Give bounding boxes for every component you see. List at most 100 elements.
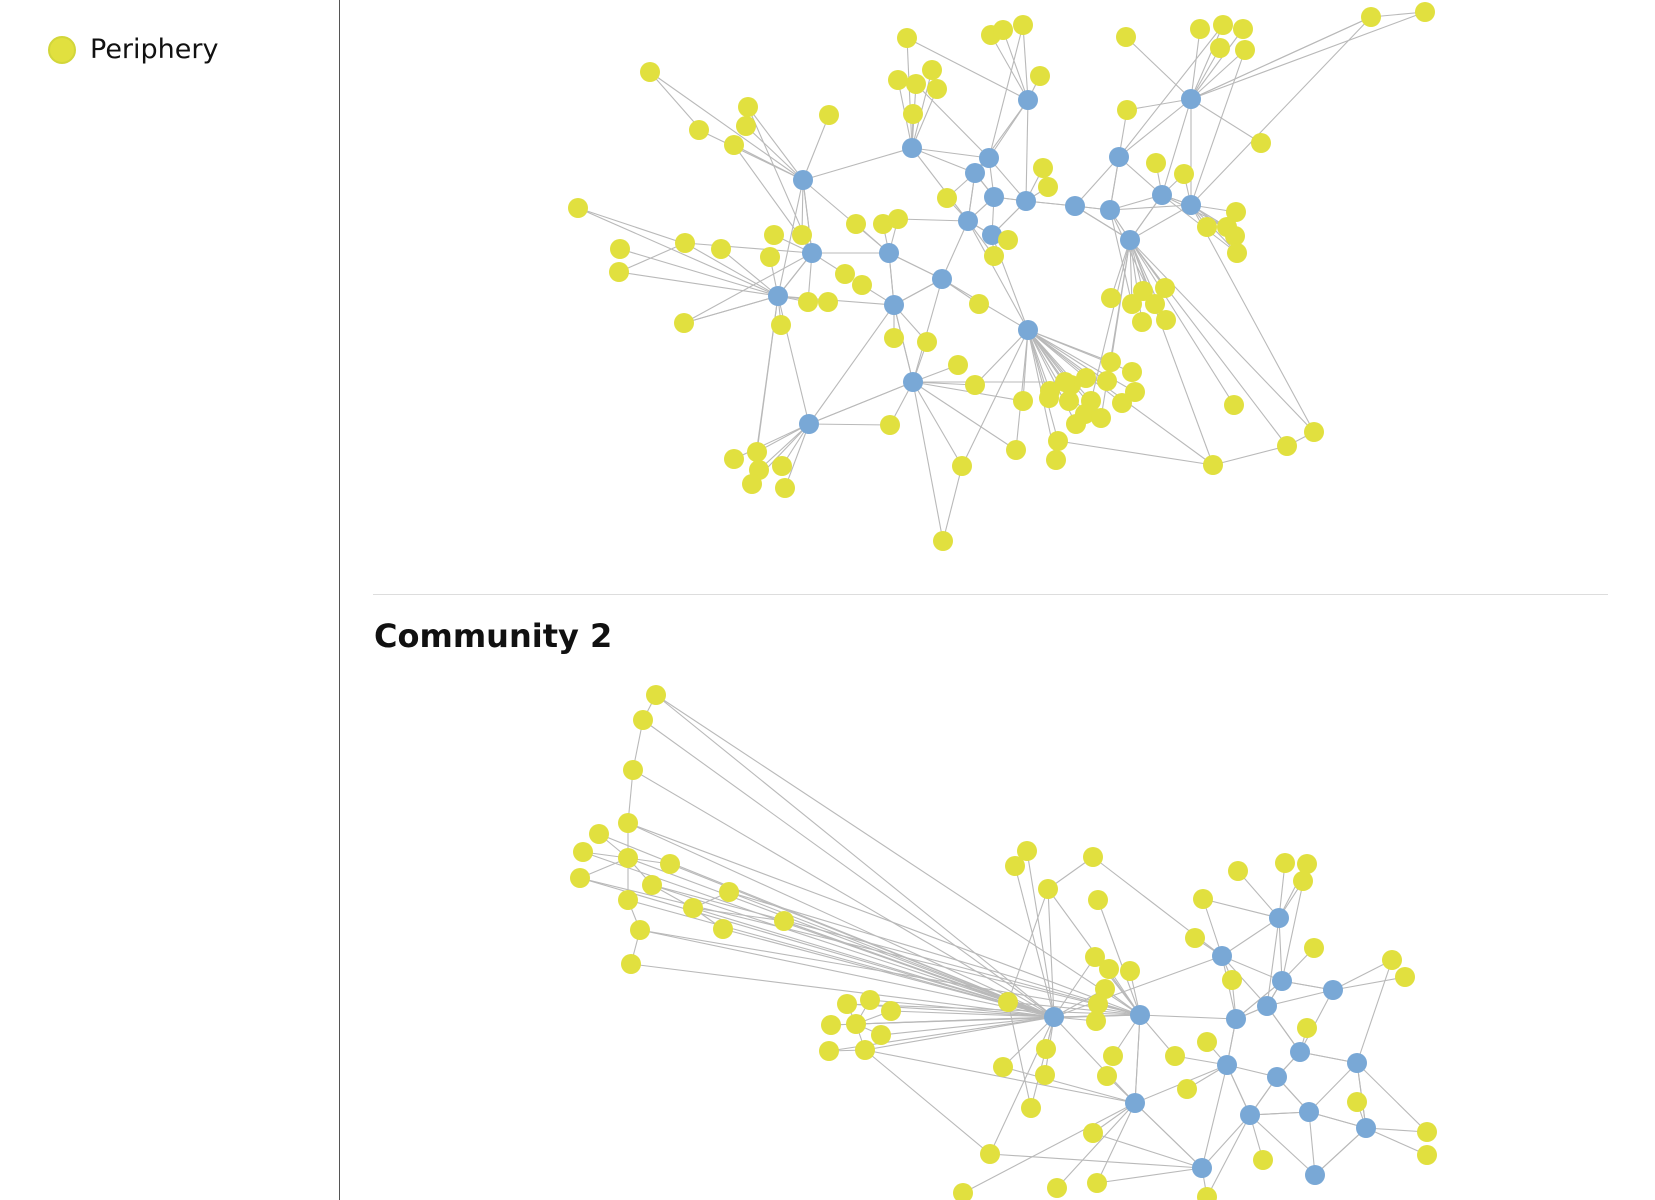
periphery-node[interactable]	[1083, 1123, 1103, 1143]
periphery-node[interactable]	[888, 70, 908, 90]
periphery-node[interactable]	[1382, 950, 1402, 970]
periphery-node[interactable]	[1197, 1187, 1217, 1200]
periphery-node[interactable]	[1133, 281, 1153, 301]
periphery-node[interactable]	[1275, 853, 1295, 873]
periphery-node[interactable]	[760, 247, 780, 267]
periphery-node[interactable]	[917, 332, 937, 352]
periphery-node[interactable]	[1293, 871, 1313, 891]
periphery-node[interactable]	[818, 292, 838, 312]
periphery-node[interactable]	[948, 355, 968, 375]
periphery-node[interactable]	[1038, 879, 1058, 899]
periphery-node[interactable]	[993, 1057, 1013, 1077]
periphery-node[interactable]	[1066, 414, 1086, 434]
periphery-node[interactable]	[980, 1144, 1000, 1164]
periphery-node[interactable]	[1304, 938, 1324, 958]
periphery-node[interactable]	[1224, 395, 1244, 415]
periphery-node[interactable]	[871, 1025, 891, 1045]
periphery-node[interactable]	[1036, 1039, 1056, 1059]
periphery-node[interactable]	[1132, 312, 1152, 332]
periphery-node[interactable]	[1197, 217, 1217, 237]
periphery-node[interactable]	[846, 1014, 866, 1034]
periphery-node[interactable]	[884, 328, 904, 348]
periphery-node[interactable]	[1021, 1098, 1041, 1118]
periphery-node[interactable]	[1095, 979, 1115, 999]
periphery-node[interactable]	[711, 239, 731, 259]
periphery-node[interactable]	[1055, 372, 1075, 392]
periphery-node[interactable]	[1156, 310, 1176, 330]
periphery-node[interactable]	[1088, 994, 1108, 1014]
periphery-node[interactable]	[1087, 1173, 1107, 1193]
periphery-node[interactable]	[633, 710, 653, 730]
periphery-node[interactable]	[855, 1040, 875, 1060]
periphery-node[interactable]	[1197, 1032, 1217, 1052]
periphery-node[interactable]	[747, 442, 767, 462]
periphery-node[interactable]	[1213, 15, 1233, 35]
core-node[interactable]	[1257, 996, 1277, 1016]
core-node[interactable]	[1109, 147, 1129, 167]
periphery-node[interactable]	[683, 898, 703, 918]
periphery-node[interactable]	[1076, 368, 1096, 388]
periphery-node[interactable]	[621, 954, 641, 974]
periphery-node[interactable]	[798, 292, 818, 312]
periphery-node[interactable]	[618, 813, 638, 833]
core-node[interactable]	[1356, 1118, 1376, 1138]
periphery-node[interactable]	[998, 230, 1018, 250]
core-node[interactable]	[1152, 185, 1172, 205]
periphery-node[interactable]	[1235, 40, 1255, 60]
periphery-node[interactable]	[1253, 1150, 1273, 1170]
periphery-node[interactable]	[570, 868, 590, 888]
periphery-node[interactable]	[1146, 153, 1166, 173]
periphery-node[interactable]	[852, 275, 872, 295]
periphery-node[interactable]	[1145, 294, 1165, 314]
periphery-node[interactable]	[1048, 431, 1068, 451]
periphery-node[interactable]	[1120, 961, 1140, 981]
periphery-node[interactable]	[1251, 133, 1271, 153]
periphery-node[interactable]	[642, 875, 662, 895]
periphery-node[interactable]	[1297, 1018, 1317, 1038]
periphery-node[interactable]	[623, 760, 643, 780]
periphery-node[interactable]	[1190, 19, 1210, 39]
core-node[interactable]	[1016, 191, 1036, 211]
periphery-node[interactable]	[1415, 2, 1435, 22]
periphery-node[interactable]	[1177, 1079, 1197, 1099]
periphery-node[interactable]	[1347, 1092, 1367, 1112]
periphery-node[interactable]	[1112, 393, 1132, 413]
periphery-node[interactable]	[933, 531, 953, 551]
periphery-node[interactable]	[819, 1041, 839, 1061]
periphery-node[interactable]	[1228, 861, 1248, 881]
periphery-node[interactable]	[1165, 1046, 1185, 1066]
periphery-node[interactable]	[1101, 288, 1121, 308]
periphery-node[interactable]	[1099, 959, 1119, 979]
periphery-node[interactable]	[1006, 440, 1026, 460]
core-node[interactable]	[903, 372, 923, 392]
periphery-node[interactable]	[774, 911, 794, 931]
periphery-node[interactable]	[1086, 1011, 1106, 1031]
periphery-node[interactable]	[1033, 158, 1053, 178]
periphery-node[interactable]	[1097, 371, 1117, 391]
periphery-node[interactable]	[1222, 970, 1242, 990]
periphery-node[interactable]	[969, 294, 989, 314]
periphery-node[interactable]	[922, 60, 942, 80]
periphery-node[interactable]	[640, 62, 660, 82]
periphery-node[interactable]	[618, 890, 638, 910]
periphery-node[interactable]	[1203, 455, 1223, 475]
periphery-node[interactable]	[927, 79, 947, 99]
core-node[interactable]	[884, 295, 904, 315]
periphery-node[interactable]	[965, 375, 985, 395]
periphery-node[interactable]	[881, 1001, 901, 1021]
core-node[interactable]	[1240, 1105, 1260, 1125]
periphery-node[interactable]	[1046, 450, 1066, 470]
periphery-node[interactable]	[660, 854, 680, 874]
periphery-node[interactable]	[689, 120, 709, 140]
core-node[interactable]	[984, 187, 1004, 207]
periphery-node[interactable]	[846, 214, 866, 234]
core-node[interactable]	[1323, 980, 1343, 1000]
periphery-node[interactable]	[1013, 391, 1033, 411]
periphery-node[interactable]	[568, 198, 588, 218]
core-node[interactable]	[1267, 1067, 1287, 1087]
periphery-node[interactable]	[775, 478, 795, 498]
periphery-node[interactable]	[1047, 1178, 1067, 1198]
core-node[interactable]	[1100, 200, 1120, 220]
periphery-node[interactable]	[674, 313, 694, 333]
core-node[interactable]	[1130, 1005, 1150, 1025]
